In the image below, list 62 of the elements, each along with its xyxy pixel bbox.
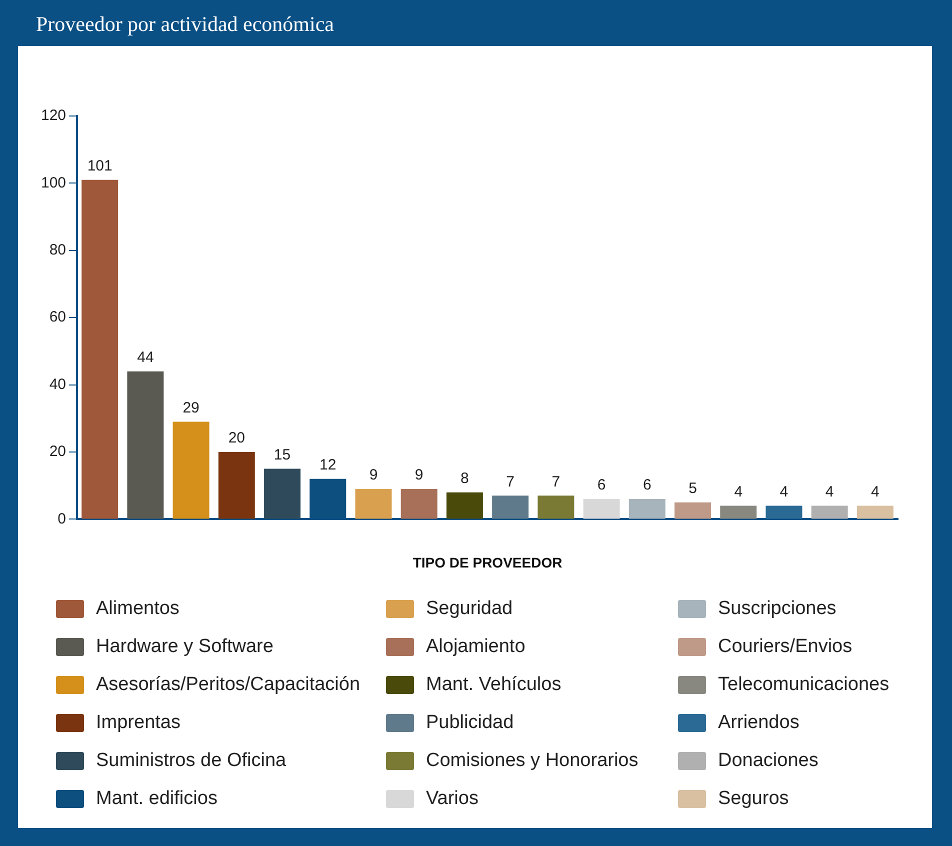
- bar: [720, 506, 757, 519]
- data-label: 9: [414, 466, 424, 484]
- legend-label: Mant. edificios: [96, 788, 218, 810]
- data-label: 9: [369, 466, 378, 484]
- y-tick-label: 20: [49, 443, 66, 460]
- y-tick-label: 60: [49, 308, 66, 326]
- y-tick-label: 120: [40, 107, 66, 124]
- legend-label: Alojamiento: [426, 636, 526, 658]
- legend-label: Arriendos: [718, 712, 800, 734]
- bar: [355, 488, 392, 519]
- data-label: 44: [137, 349, 154, 366]
- data-label: 8: [460, 470, 469, 487]
- y-tick-label: 80: [49, 242, 66, 259]
- data-label: 7: [506, 473, 514, 490]
- legend-label: Suscripciones: [718, 598, 836, 620]
- bar: [400, 488, 438, 519]
- bar: [82, 180, 118, 519]
- legend-label: Hardware y Software: [96, 636, 274, 658]
- data-label: 4: [780, 483, 788, 500]
- bar: [218, 452, 255, 519]
- data-label: 4: [734, 483, 743, 500]
- bar: [127, 371, 164, 519]
- x-axis-title: TIPO DE PROVEEDOR: [412, 554, 562, 570]
- data-label: 6: [642, 476, 652, 494]
- data-label: 29: [182, 399, 200, 416]
- data-label: 12: [320, 456, 336, 474]
- legend-label: Seguridad: [426, 598, 513, 620]
- y-tick-label: 0: [58, 510, 66, 528]
- data-label: 15: [274, 446, 291, 464]
- legend-label: Donaciones: [718, 750, 818, 772]
- bar: [172, 422, 210, 519]
- legend-label: Varios: [426, 788, 478, 810]
- legend-label: Mant. Vehículos: [426, 674, 562, 696]
- legend-label: Couriers/Envios: [718, 636, 852, 658]
- y-tick-label: 100: [40, 174, 66, 192]
- bar: [811, 506, 848, 519]
- data-label: 7: [552, 473, 560, 490]
- data-label: 6: [597, 476, 606, 494]
- bar: [674, 502, 711, 519]
- legend-label: Imprentas: [96, 712, 180, 734]
- data-label: 4: [871, 483, 880, 500]
- y-tick-label: 40: [49, 376, 66, 393]
- bar: [538, 496, 574, 519]
- data-label: 4: [825, 483, 834, 500]
- bar: [264, 468, 301, 519]
- bar: [628, 499, 666, 519]
- legend-label: Suministros de Oficina: [96, 750, 286, 772]
- bar: [446, 492, 483, 519]
- legend-label: Comisiones y Honorarios: [426, 750, 638, 772]
- bar: [856, 506, 894, 519]
- bar: [492, 496, 529, 519]
- bar: [583, 499, 620, 519]
- data-label: 5: [688, 480, 697, 498]
- legend-label: Asesorías/Peritos/Capacitación: [96, 674, 360, 696]
- legend-label: Telecomunicaciones: [718, 674, 890, 696]
- data-label: 20: [228, 430, 246, 447]
- legend-label: Publicidad: [426, 712, 514, 734]
- chart-title: Proveedor por actividad económica: [36, 12, 334, 37]
- legend-label: Seguros: [718, 788, 789, 810]
- legend-label: Alimentos: [96, 598, 180, 620]
- data-label: 101: [87, 157, 112, 174]
- bar: [766, 506, 802, 519]
